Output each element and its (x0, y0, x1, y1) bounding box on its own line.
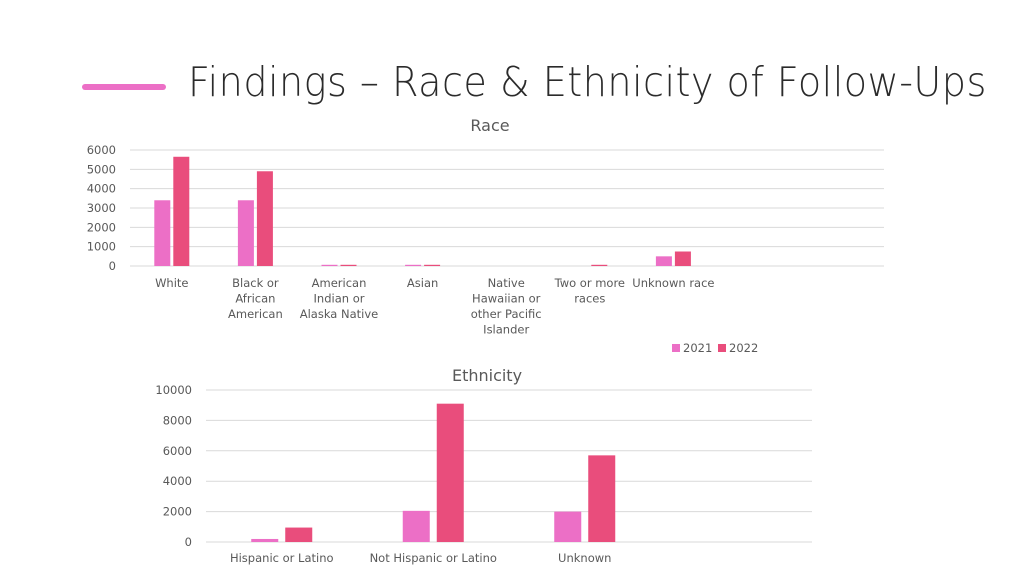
bar-2022 (591, 264, 608, 266)
bar-2021 (237, 200, 254, 266)
x-category-label: Hawaiian or (472, 292, 541, 306)
x-category-label: Alaska Native (300, 307, 379, 321)
legend-swatch-2022 (718, 344, 726, 352)
bar-2021 (321, 264, 338, 266)
bar-2022 (424, 264, 441, 266)
y-tick-label: 4000 (87, 182, 116, 196)
y-tick-label: 1000 (87, 240, 116, 254)
y-tick-label: 10000 (155, 383, 192, 397)
bar-2022 (436, 403, 464, 542)
bar-2022 (340, 264, 357, 266)
y-tick-label: 4000 (163, 474, 192, 488)
bar-2022 (588, 455, 616, 542)
y-tick-label: 3000 (87, 201, 116, 215)
bar-2022 (173, 156, 190, 266)
bar-2022 (285, 527, 313, 542)
x-category-label: other Pacific (471, 307, 542, 321)
x-category-label: Black or (232, 276, 279, 290)
bar-2022 (256, 171, 273, 266)
bar-2021 (554, 511, 582, 542)
x-category-label: Indian or (314, 292, 365, 306)
x-category-label: races (574, 292, 605, 306)
bar-2021 (402, 510, 430, 542)
bar-2022 (674, 251, 691, 266)
x-category-label: African (235, 292, 275, 306)
x-category-label: American (312, 276, 367, 290)
x-category-label: Native (488, 276, 525, 290)
bar-2021 (154, 200, 171, 266)
x-category-label: Islander (483, 323, 529, 337)
legend-swatch-2021 (672, 344, 680, 352)
y-tick-label: 6000 (163, 444, 192, 458)
bar-2021 (405, 264, 422, 266)
x-category-label: Hispanic or Latino (230, 551, 334, 565)
legend-label: 2022 (729, 341, 758, 355)
chart-title: Ethnicity (452, 366, 522, 385)
legend-label: 2021 (683, 341, 712, 355)
bar-2021 (251, 538, 279, 542)
y-tick-label: 6000 (87, 143, 116, 157)
y-tick-label: 0 (185, 535, 192, 549)
x-category-label: Two or more (554, 276, 625, 290)
y-tick-label: 2000 (87, 220, 116, 234)
y-tick-label: 5000 (87, 162, 116, 176)
x-category-label: White (155, 276, 188, 290)
x-category-label: Unknown (558, 551, 611, 565)
chart-title: Race (470, 116, 509, 135)
slide-title: Findings – Race & Ethnicity of Follow-Up… (188, 58, 987, 106)
y-tick-label: 2000 (163, 505, 192, 519)
title-accent-line (82, 84, 166, 90)
x-category-label: American (228, 307, 283, 321)
x-category-label: Not Hispanic or Latino (370, 551, 497, 565)
x-category-label: Asian (407, 276, 438, 290)
x-category-label: Unknown race (632, 276, 714, 290)
y-tick-label: 0 (109, 259, 116, 273)
bar-2021 (655, 256, 672, 266)
y-tick-label: 8000 (163, 413, 192, 427)
